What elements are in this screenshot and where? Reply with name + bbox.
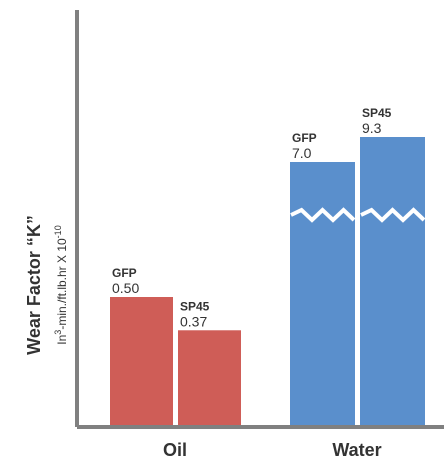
y-units-prefix: In — [55, 335, 69, 345]
bar-water-gfp-series-label: GFP — [292, 131, 317, 145]
bar-oil-sp45-series-label: SP45 — [180, 299, 210, 313]
bar-water-gfp — [290, 162, 355, 425]
y-units-exp1: 3 — [53, 330, 63, 335]
bar-oil-gfp-series-label: GFP — [112, 266, 137, 280]
bar-oil-sp45 — [178, 330, 241, 425]
bar-oil-gfp-value-label: 0.50 — [112, 280, 139, 296]
bar-water-gfp-axis-break — [290, 207, 356, 223]
y-units-middle: -min./ft.lb.hr X 10 — [55, 238, 69, 330]
bar-water-sp45-axis-break — [360, 207, 426, 223]
y-axis-title: Wear Factor “K” — [24, 215, 44, 355]
bar-oil-sp45-value-label: 0.37 — [180, 313, 207, 329]
bar-water-sp45-value-label: 9.3 — [362, 120, 382, 136]
y-axis-units: In3-min./ft.lb.hr X 10-10 — [53, 225, 69, 344]
bar-water-sp45 — [360, 137, 425, 425]
category-label-water: Water — [332, 440, 381, 460]
y-axis-title-group: Wear Factor “K” In3-min./ft.lb.hr X 10-1… — [24, 215, 69, 355]
bar-water-gfp-value-label: 7.0 — [292, 145, 312, 161]
bar-oil-gfp — [110, 297, 173, 425]
category-label-oil: Oil — [163, 440, 187, 460]
bar-water-sp45-series-label: SP45 — [362, 106, 392, 120]
y-units-exp2: -10 — [53, 225, 63, 238]
